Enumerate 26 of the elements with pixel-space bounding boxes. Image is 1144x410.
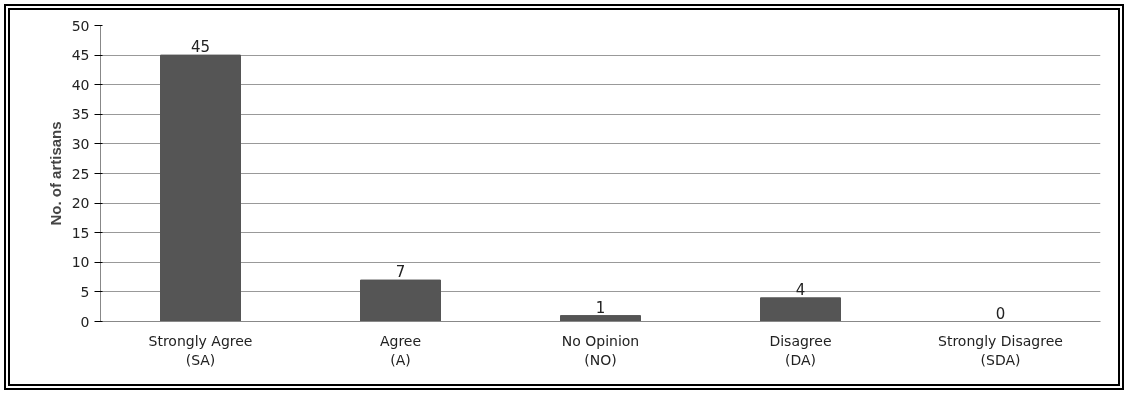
x-tick-label: Agree (A)	[379, 332, 422, 368]
y-tick-label: 15	[71, 224, 90, 241]
data-label: 0	[995, 304, 1006, 323]
x-tick-label: Strongly Disagree (SDA)	[938, 332, 1063, 368]
y-tick-label: 5	[80, 283, 90, 300]
y-axis-title: No. of artisans	[46, 121, 64, 226]
bar	[160, 54, 241, 322]
y-tick-label: 25	[71, 165, 90, 182]
x-tick-label: Disagree (DA)	[769, 332, 832, 368]
y-tick-label: 20	[71, 195, 90, 212]
y-tick-label: 30	[71, 135, 90, 152]
x-tick-label: No Opinion (NO)	[561, 332, 640, 368]
y-tick-label: 10	[71, 254, 90, 271]
y-tick-label: 50	[71, 17, 90, 34]
y-tick-label: 40	[71, 76, 90, 93]
y-tick-label: 35	[71, 106, 90, 123]
data-label: 1	[595, 298, 606, 317]
x-tick-label: Strongly Agree (SA)	[148, 332, 253, 368]
y-tick-label: 45	[71, 47, 90, 64]
y-tick-label: 0	[80, 313, 90, 330]
data-label: 45	[190, 38, 211, 57]
bar	[760, 297, 841, 322]
data-label: 7	[395, 263, 406, 282]
bar	[360, 279, 441, 322]
bar	[560, 315, 641, 322]
data-label: 4	[795, 280, 806, 299]
